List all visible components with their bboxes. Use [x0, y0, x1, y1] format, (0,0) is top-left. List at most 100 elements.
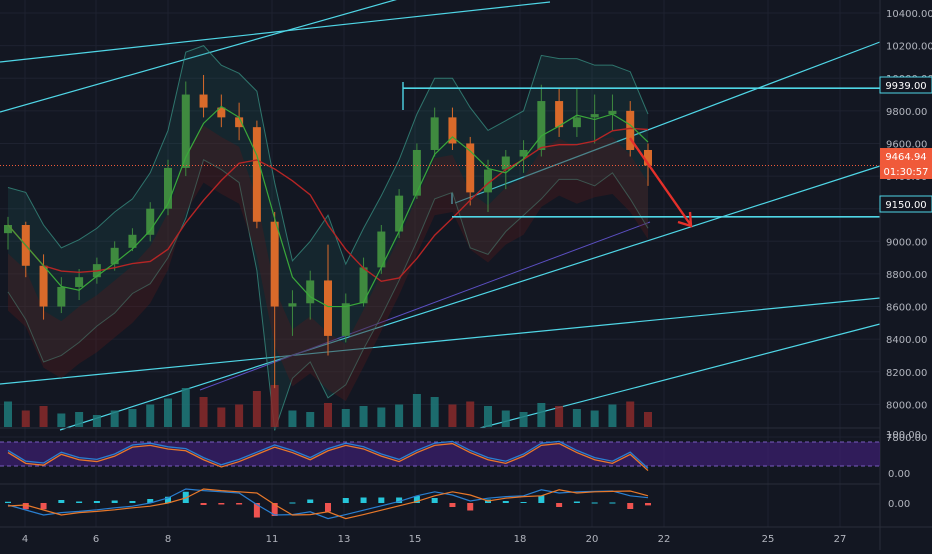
- candle-body[interactable]: [75, 277, 84, 287]
- macd-bar: [200, 503, 207, 505]
- volume-bar: [466, 401, 475, 427]
- volume-bar: [92, 415, 101, 427]
- macd-bar: [591, 502, 598, 504]
- macd-bar: [342, 498, 349, 503]
- price-tick-label: 8600.00: [886, 303, 927, 314]
- time-tick-label: 4: [22, 534, 28, 545]
- candle-body[interactable]: [359, 267, 368, 304]
- candle-body[interactable]: [395, 195, 404, 232]
- bollinger-band-lower: [7, 159, 649, 431]
- trendline-top[interactable]: [0, 1, 551, 63]
- macd-line: [7, 488, 649, 520]
- macd-bar: [129, 501, 136, 503]
- bollinger-band-fill: [8, 45, 648, 431]
- candle-body[interactable]: [537, 101, 546, 150]
- price-label-top[interactable]: 9939.00: [879, 76, 932, 94]
- volume-bar: [555, 406, 564, 427]
- time-axis[interactable]: 4 6 8 11 13 15 18 20 22 25 27: [22, 534, 847, 545]
- time-tick-label: 25: [762, 534, 775, 545]
- candle-body[interactable]: [590, 114, 599, 118]
- trendline-channel-upper[interactable]: [454, 41, 881, 204]
- candle-body[interactable]: [306, 280, 315, 304]
- macd-bar: [609, 502, 616, 504]
- price-label-top-text: 9939.00: [885, 81, 926, 92]
- candle-body[interactable]: [644, 149, 652, 166]
- candle-body[interactable]: [39, 265, 48, 307]
- candle-body[interactable]: [288, 303, 297, 307]
- candle-body[interactable]: [377, 231, 386, 268]
- candle-body[interactable]: [181, 94, 190, 168]
- candle-body[interactable]: [217, 107, 226, 118]
- macd-bar: [520, 502, 527, 503]
- candle-body[interactable]: [519, 149, 528, 157]
- candle-body[interactable]: [4, 225, 12, 234]
- candle-body[interactable]: [430, 117, 439, 150]
- price-tick-label: 8800.00: [886, 270, 927, 281]
- candle-body[interactable]: [501, 156, 510, 170]
- volume-bar: [199, 397, 208, 427]
- price-tick-label: 9800.00: [886, 107, 927, 118]
- candle-body[interactable]: [448, 117, 457, 144]
- candle-body[interactable]: [128, 234, 137, 248]
- volume-bar: [306, 412, 315, 427]
- candle-body[interactable]: [572, 117, 581, 128]
- candle-body[interactable]: [626, 110, 635, 150]
- projection-arrow[interactable]: [629, 137, 693, 228]
- volume-bar: [288, 410, 297, 427]
- price-tick-label: 8400.00: [886, 335, 927, 346]
- candle-body[interactable]: [146, 208, 155, 235]
- trendline-upper[interactable]: [0, 0, 430, 113]
- volume-bar: [146, 404, 155, 427]
- level-lines[interactable]: [0, 87, 880, 218]
- price-tick-label: 7800.00: [886, 433, 927, 444]
- candles[interactable]: [4, 74, 652, 389]
- candle-body[interactable]: [252, 127, 261, 222]
- rsi-pane[interactable]: [0, 440, 880, 472]
- moving-averages: [7, 105, 649, 308]
- volume-bar: [110, 410, 119, 427]
- candle-body[interactable]: [341, 303, 350, 336]
- price-tick-label: 8000.00: [886, 400, 927, 411]
- trendline-long-support[interactable]: [0, 297, 881, 385]
- macd-bar: [5, 501, 11, 503]
- price-label-current[interactable]: 9464.94 01:30:57: [880, 148, 932, 179]
- candle-body[interactable]: [270, 221, 279, 307]
- macd-bar: [378, 497, 385, 503]
- time-tick-label: 13: [338, 534, 351, 545]
- rsi-orange-line: [7, 442, 649, 472]
- trend-lines[interactable]: [0, 0, 881, 431]
- current-price-text: 9464.94: [885, 152, 926, 163]
- volume-bar: [217, 407, 226, 427]
- trendline-bottom[interactable]: [479, 323, 881, 429]
- candle-body[interactable]: [324, 280, 332, 336]
- volume-bar: [181, 388, 190, 427]
- candle-body[interactable]: [466, 143, 475, 193]
- volume-bar: [537, 403, 546, 427]
- candle-body[interactable]: [164, 167, 172, 209]
- macd-bar: [40, 503, 47, 510]
- trendline-channel-lower[interactable]: [59, 165, 881, 431]
- volume-bar: [324, 403, 332, 427]
- candle-body[interactable]: [235, 117, 244, 128]
- candle-body[interactable]: [110, 247, 119, 265]
- volume-bar: [377, 407, 386, 427]
- bollinger-band-upper: [7, 45, 649, 266]
- macd-bar: [538, 495, 545, 503]
- price-label-bottom[interactable]: 9150.00: [879, 195, 932, 213]
- macd-pane[interactable]: [5, 488, 651, 520]
- candle-body[interactable]: [555, 101, 564, 128]
- price-label-bottom-text: 9150.00: [885, 200, 926, 211]
- candle-body[interactable]: [484, 169, 492, 193]
- candle-body[interactable]: [412, 149, 421, 196]
- candle-body[interactable]: [57, 286, 66, 307]
- time-tick-label: 6: [93, 534, 99, 545]
- candle-body[interactable]: [199, 94, 208, 108]
- volume-bar: [448, 404, 457, 427]
- projection-arrow-line: [629, 137, 691, 225]
- candle-body[interactable]: [608, 110, 617, 115]
- macd-bar: [502, 501, 509, 503]
- macd-bar: [307, 499, 314, 503]
- macd-bar: [556, 503, 563, 507]
